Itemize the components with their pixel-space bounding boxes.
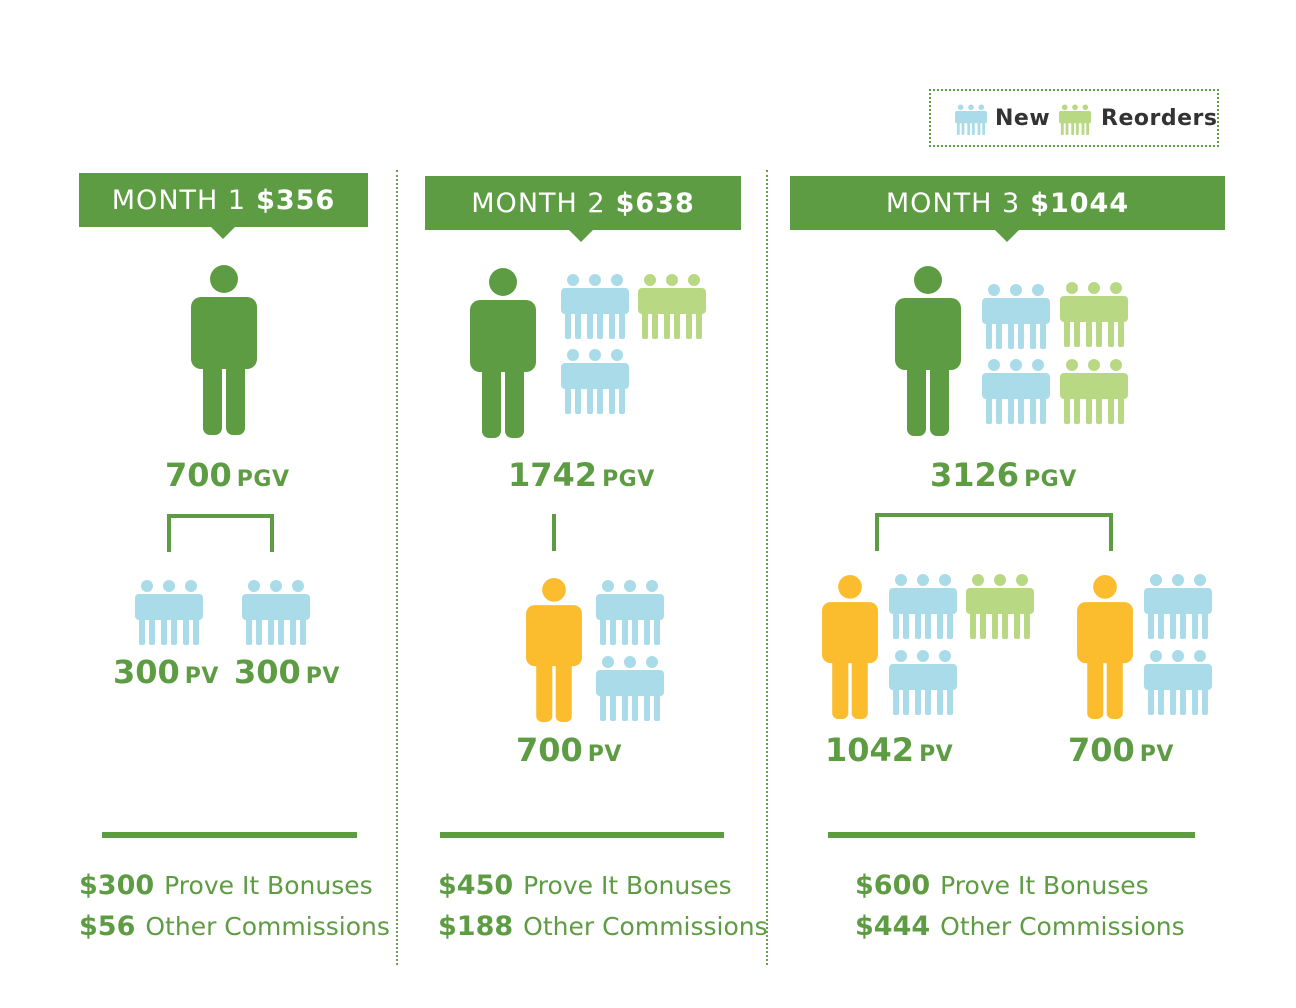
- new-people-icon: [955, 104, 987, 135]
- column-divider: [396, 170, 398, 965]
- bonus-line: $600 Prove It Bonuses: [855, 870, 1149, 901]
- banner-pointer: [211, 227, 235, 239]
- distributor-person-icon: [895, 266, 961, 436]
- banner-pointer: [995, 230, 1019, 242]
- commission-line: $188 Other Commissions: [438, 911, 768, 942]
- bonus-line: $300 Prove It Bonuses: [79, 870, 373, 901]
- downline-person-icon: [822, 575, 878, 719]
- month-banner: MONTH 3 $1044: [790, 176, 1225, 230]
- pv-value: 700 PV: [1068, 731, 1174, 769]
- downline-connector: [875, 513, 1113, 551]
- month-earnings: $356: [256, 184, 336, 216]
- month-banner: MONTH 1 $356: [79, 173, 368, 227]
- new-customers-icon: [561, 348, 629, 414]
- divider-bar: [828, 832, 1195, 838]
- reorder-customers-icon: [638, 273, 706, 339]
- downline-connector: [552, 514, 556, 551]
- reorder-customers-icon: [1060, 358, 1128, 424]
- pgv-value: 700 PGV: [165, 456, 290, 494]
- divider-bar: [102, 832, 357, 838]
- new-customers-icon: [889, 573, 957, 639]
- month-earnings: $638: [615, 187, 695, 219]
- legend-new-label: New: [995, 106, 1051, 131]
- downline-person-icon: [1077, 575, 1133, 719]
- legend-reorders-label: Reorders: [1101, 106, 1218, 131]
- pgv-value: 1742 PGV: [508, 456, 655, 494]
- pv-value: 700 PV: [516, 731, 622, 769]
- pgv-value: 3126 PGV: [930, 456, 1077, 494]
- new-customers-icon: [242, 579, 310, 645]
- new-customers-icon: [982, 358, 1050, 424]
- month-label: MONTH 2: [471, 187, 606, 219]
- month-banner: MONTH 2 $638: [425, 176, 741, 230]
- new-customers-icon: [1144, 573, 1212, 639]
- pv-value: 1042 PV: [825, 731, 954, 769]
- downline-connector: [167, 514, 274, 552]
- distributor-person-icon: [191, 265, 257, 435]
- new-customers-icon: [1144, 649, 1212, 715]
- new-customers-icon: [596, 579, 664, 645]
- month-label: MONTH 3: [885, 187, 1021, 219]
- commission-line: $56 Other Commissions: [79, 911, 390, 942]
- legend: New Reorders: [929, 89, 1219, 147]
- new-customers-icon: [889, 649, 957, 715]
- new-customers-icon: [561, 273, 629, 339]
- new-customers-icon: [982, 283, 1050, 349]
- reorder-customers-icon: [966, 573, 1034, 639]
- reorder-customers-icon: [1060, 281, 1128, 347]
- pv-value: 300 PV: [234, 653, 340, 691]
- commission-line: $444 Other Commissions: [855, 911, 1185, 942]
- reorder-people-icon: [1059, 104, 1091, 135]
- banner-pointer: [569, 230, 593, 242]
- bonus-line: $450 Prove It Bonuses: [438, 870, 732, 901]
- downline-person-icon: [525, 578, 583, 722]
- month-label: MONTH 1: [111, 184, 247, 216]
- column-divider: [766, 170, 768, 965]
- divider-bar: [440, 832, 724, 838]
- distributor-person-icon: [470, 268, 536, 438]
- month-earnings: $1044: [1030, 187, 1130, 219]
- new-customers-icon: [135, 579, 203, 645]
- pv-value: 300 PV: [113, 653, 219, 691]
- new-customers-icon: [596, 655, 664, 721]
